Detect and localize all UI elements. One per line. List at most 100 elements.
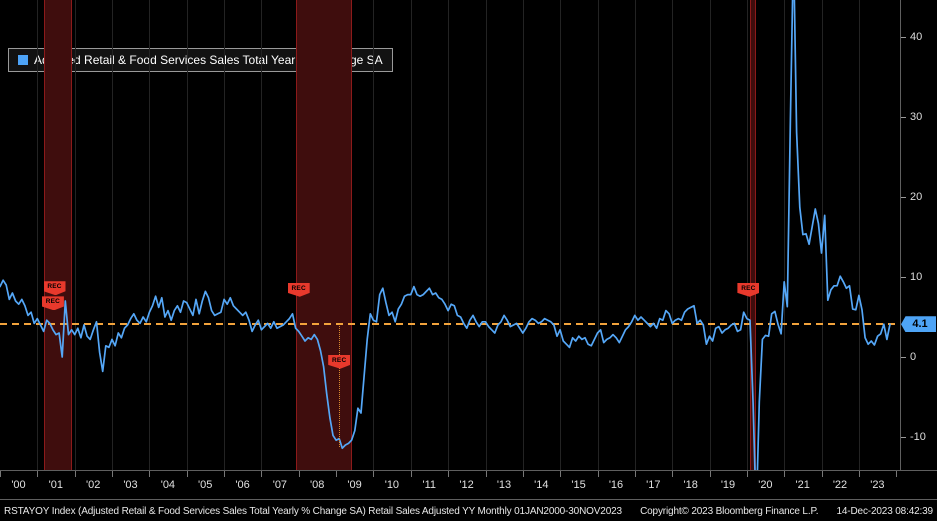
- legend-label: Adjusted Retail & Food Services Sales To…: [34, 53, 383, 67]
- x-axis-year-label: '10: [384, 479, 400, 491]
- status-copyright: Copyright© 2023 Bloomberg Finance L.P.: [640, 505, 819, 517]
- x-axis-year-label: '08: [310, 479, 325, 491]
- x-axis-year-label: '19: [720, 479, 736, 491]
- x-axis-tick: [784, 471, 786, 477]
- x-axis-year-label: '13: [496, 479, 512, 491]
- year-gridline: [560, 0, 562, 470]
- x-axis-year-label: '15: [571, 479, 586, 491]
- status-security-description: RSTAYOY Index (Adjusted Retail & Food Se…: [4, 505, 622, 517]
- x-axis-year-label: '14: [534, 479, 549, 491]
- x-axis-tick: [896, 471, 898, 477]
- x-axis-year-label: '05: [198, 479, 213, 491]
- x-axis-tick: [74, 471, 76, 477]
- status-bar: RSTAYOY Index (Adjusted Retail & Food Se…: [0, 501, 937, 521]
- x-axis-tick: [0, 471, 1, 477]
- year-gridline: [410, 0, 412, 470]
- y-axis-label: -10: [910, 431, 926, 443]
- year-gridline: [224, 0, 226, 470]
- recession-marker[interactable]: REC: [41, 296, 64, 311]
- recession-marker[interactable]: REC: [328, 354, 351, 369]
- x-axis-tick: [634, 471, 636, 477]
- x-axis-year-label: '18: [683, 479, 698, 491]
- recession-band: [43, 0, 72, 470]
- y-axis-tick: [901, 37, 906, 38]
- year-gridline: [448, 0, 450, 470]
- x-axis-year-label: '21: [795, 479, 810, 491]
- y-axis-tick: [901, 357, 906, 358]
- y-axis-label: 40: [910, 31, 923, 43]
- x-axis-tick: [821, 471, 823, 477]
- x-axis-year-label: '06: [235, 479, 250, 491]
- year-gridline: [522, 0, 524, 470]
- x-axis-year-label: '17: [646, 479, 661, 491]
- x-axis-year-label: '12: [459, 479, 474, 491]
- x-axis-year-label: '03: [123, 479, 138, 491]
- x-axis-tick: [858, 471, 860, 477]
- x-axis-tick: [112, 471, 113, 477]
- recession-band: [750, 0, 757, 470]
- x-axis-tick: [224, 471, 226, 477]
- year-gridline: [149, 0, 151, 470]
- x-axis: '00 '01 '02 '03 '04 '05 '06 '07 '08 '09 '10 '11 '12 '…: [0, 470, 937, 500]
- x-axis-tick: [186, 471, 188, 477]
- year-gridline: [485, 0, 487, 470]
- year-gridline: [37, 0, 39, 470]
- y-axis-tick: [901, 117, 906, 118]
- x-axis-year-label: '00: [11, 479, 26, 491]
- year-gridline: [112, 0, 113, 470]
- x-axis-year-label: '23: [870, 479, 885, 491]
- x-axis-year-label: '04: [160, 479, 176, 491]
- last-value-badge: 4.1: [901, 316, 936, 333]
- year-gridline: [784, 0, 786, 470]
- x-axis-year-label: '20: [758, 479, 773, 491]
- x-axis-year-label: '16: [608, 479, 624, 491]
- x-axis-tick: [485, 471, 487, 477]
- x-axis-year-label: '01: [48, 479, 63, 491]
- chart-plot-area[interactable]: Adjusted Retail & Food Services Sales To…: [0, 0, 900, 470]
- y-axis-label: 30: [910, 111, 923, 123]
- x-axis-tick: [336, 471, 338, 477]
- recession-marker[interactable]: REC: [737, 282, 760, 297]
- rec-marker-dropline: [338, 326, 340, 447]
- y-axis: 4.1 40 30 20 10 0 -10: [900, 0, 937, 470]
- y-axis-label: 0: [910, 351, 917, 363]
- year-gridline: [634, 0, 636, 470]
- series-line-svg: [0, 0, 891, 470]
- legend-swatch-icon: [18, 55, 28, 65]
- y-axis-tick: [901, 197, 906, 198]
- year-gridline: [261, 0, 263, 470]
- reference-line: [0, 323, 900, 326]
- x-axis-tick: [709, 471, 711, 477]
- y-axis-label: 10: [910, 271, 923, 283]
- year-gridline: [597, 0, 599, 470]
- year-gridline: [74, 0, 76, 470]
- year-gridline: [373, 0, 375, 470]
- year-gridline: [672, 0, 674, 470]
- x-axis-tick: [522, 471, 524, 477]
- recession-marker[interactable]: REC: [43, 281, 66, 296]
- year-gridline: [709, 0, 711, 470]
- last-value-text: 4.1: [912, 318, 928, 331]
- x-axis-tick: [261, 471, 263, 477]
- x-axis-tick: [149, 471, 151, 477]
- year-gridline: [746, 0, 748, 470]
- y-axis-label: 20: [910, 191, 923, 203]
- year-gridline: [821, 0, 823, 470]
- x-axis-year-label: '02: [86, 479, 101, 491]
- x-axis-tick: [410, 471, 412, 477]
- recession-marker[interactable]: REC: [287, 282, 310, 297]
- x-axis-tick: [373, 471, 375, 477]
- x-axis-tick: [746, 471, 748, 477]
- x-axis-tick: [37, 471, 39, 477]
- x-axis-year-label: '09: [347, 479, 362, 491]
- x-axis-year-label: '11: [422, 479, 437, 491]
- year-gridline: [186, 0, 188, 470]
- status-timestamp: 14-Dec-2023 08:42:39: [836, 505, 933, 517]
- x-axis-tick: [560, 471, 562, 477]
- y-axis-tick: [901, 437, 906, 438]
- series-line: [0, 0, 891, 470]
- x-axis-year-label: '22: [832, 479, 848, 491]
- x-axis-year-label: '07: [272, 479, 288, 491]
- recession-band: [295, 0, 352, 470]
